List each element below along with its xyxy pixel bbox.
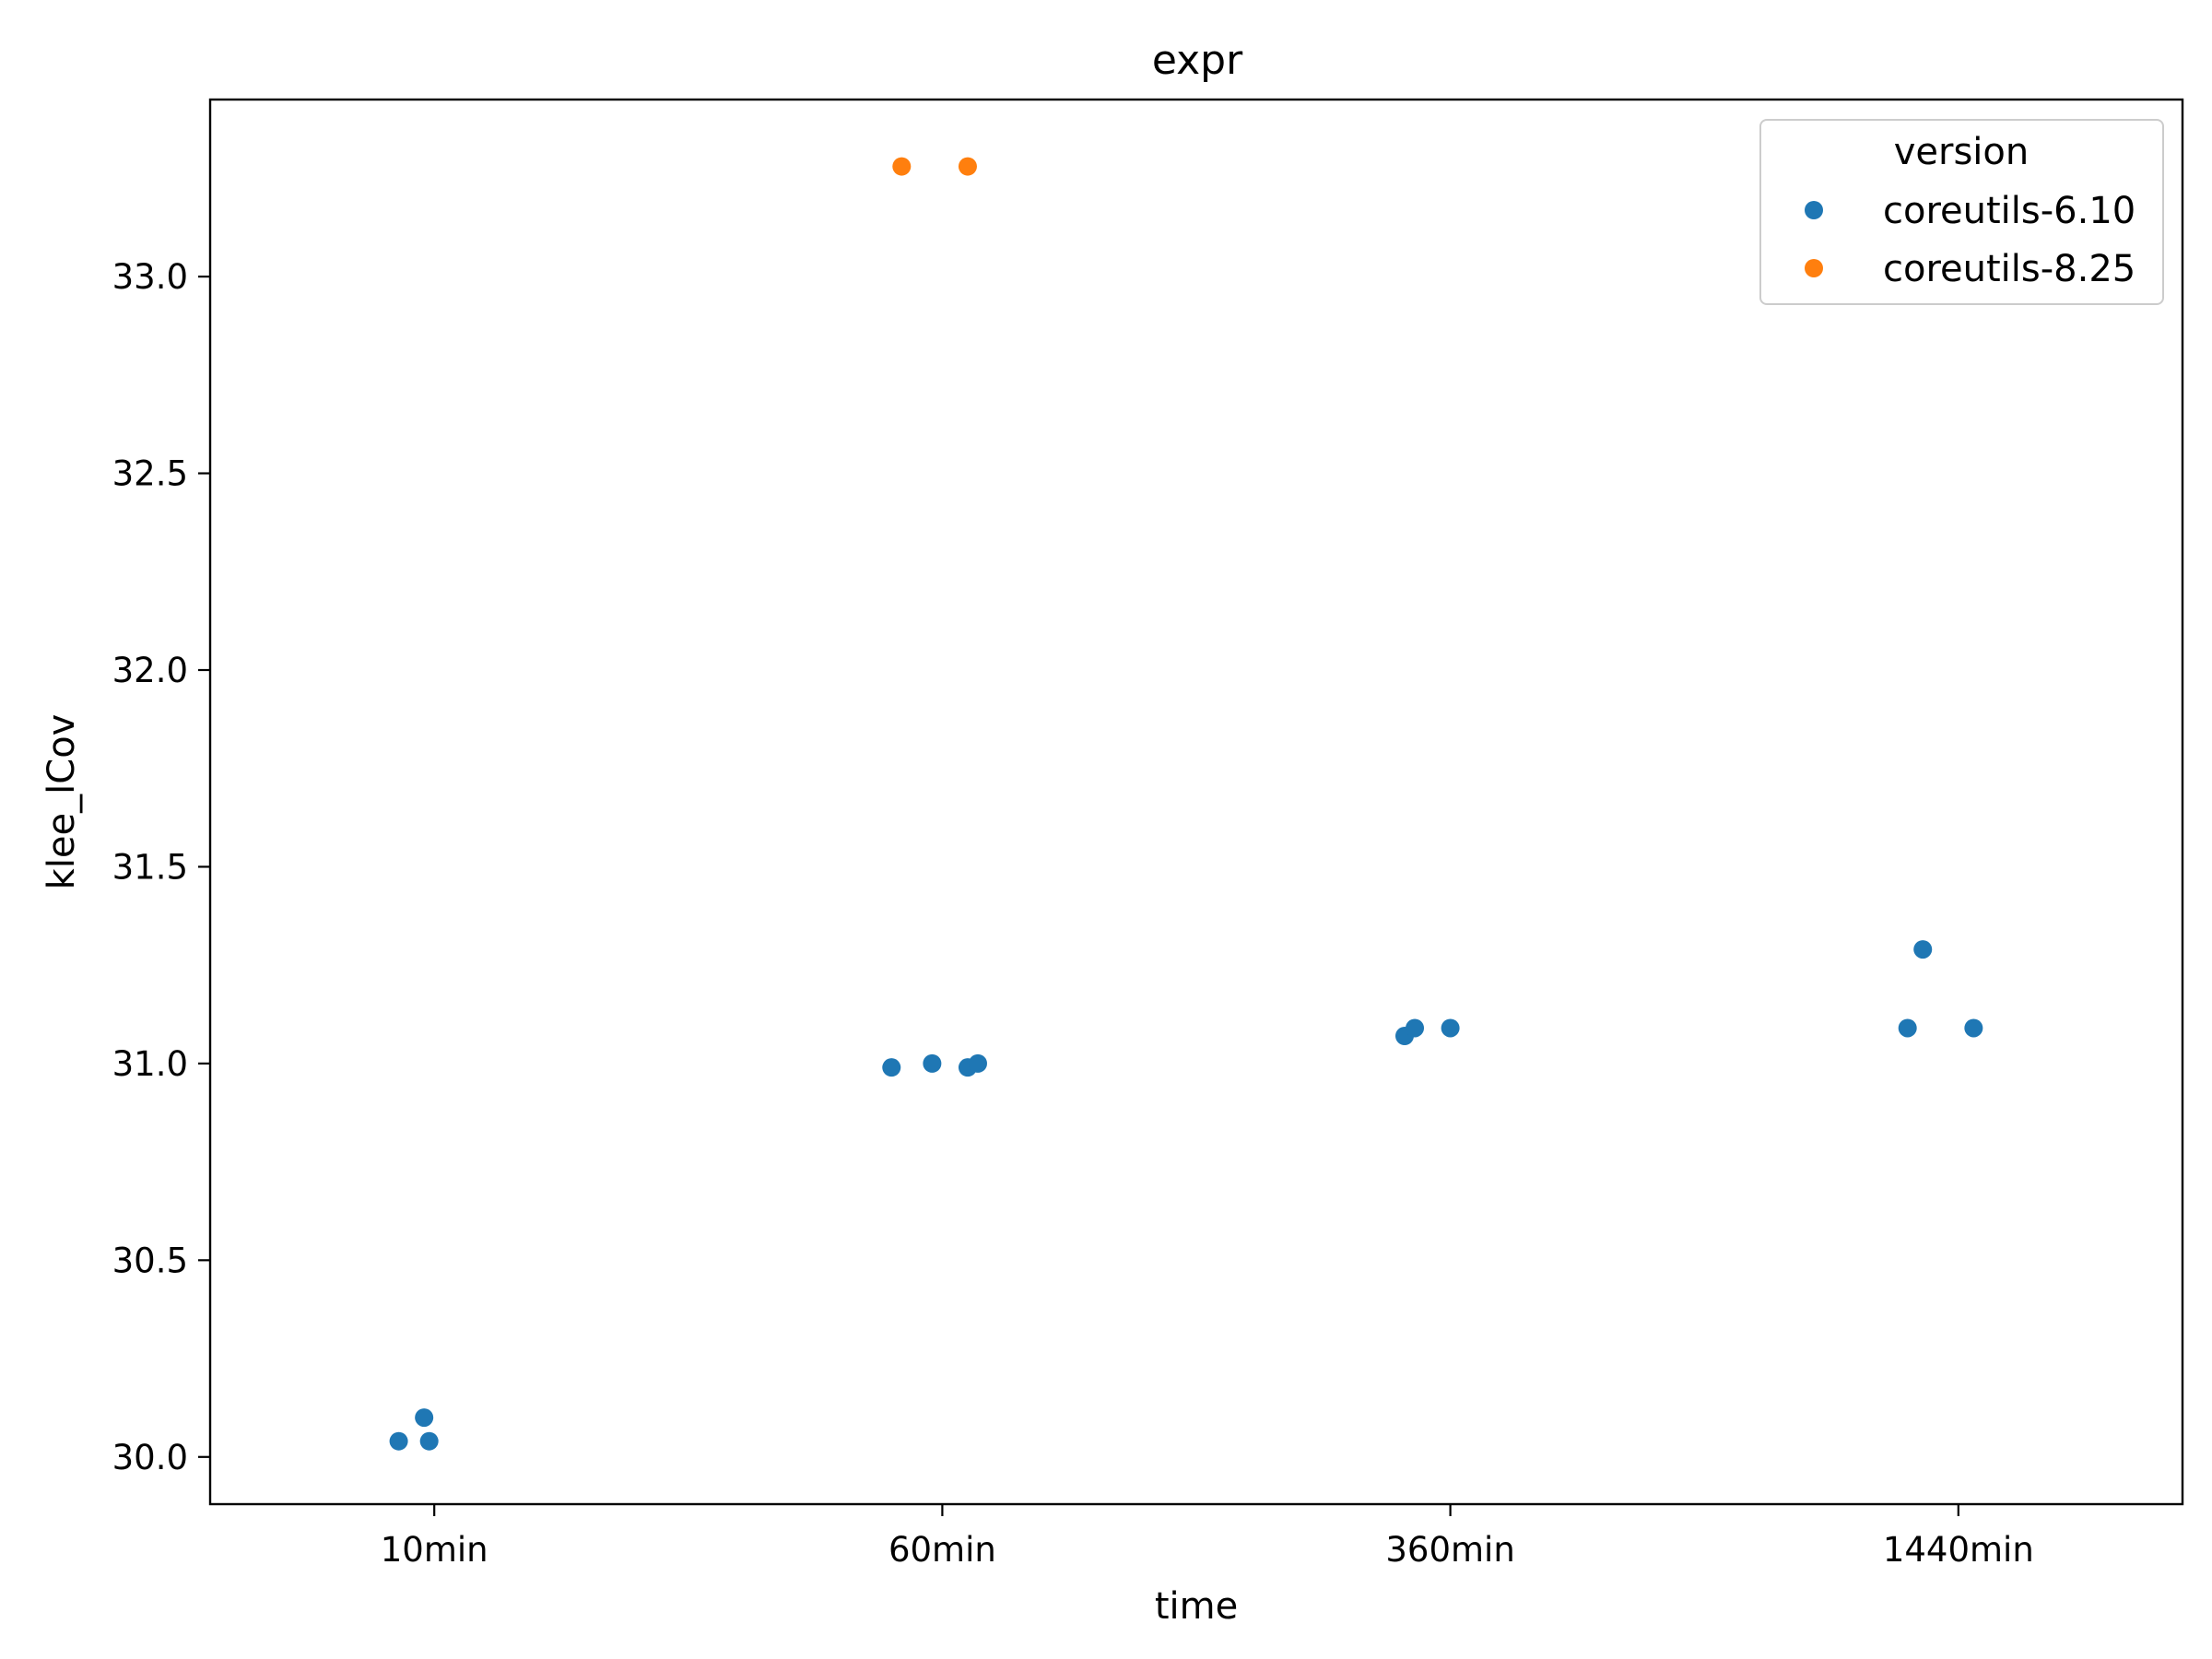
y-axis-label: klee_lCov (41, 714, 83, 890)
legend-label-coreutils-6-10: coreutils-6.10 (1883, 190, 2136, 232)
point-coreutils-6-10 (1964, 1018, 1983, 1038)
point-coreutils-6-10 (1913, 940, 1933, 959)
legend-title: version (1894, 131, 2030, 173)
legend-marker-coreutils-8-25 (1805, 259, 1823, 277)
point-coreutils-6-10 (419, 1431, 439, 1451)
point-coreutils-6-10 (389, 1431, 408, 1451)
plot-points (389, 157, 1983, 1451)
legend-marker-coreutils-6-10 (1805, 201, 1823, 219)
y-tick-label: 30.0 (112, 1438, 188, 1477)
point-coreutils-8-25 (892, 157, 912, 176)
point-coreutils-6-10 (1441, 1018, 1460, 1038)
legend: version coreutils-6.10 coreutils-8.25 (1759, 119, 2164, 305)
point-coreutils-6-10 (1406, 1018, 1425, 1038)
y-tick-label: 31.5 (112, 847, 188, 887)
y-tick-label: 32.5 (112, 454, 188, 494)
legend-box (1759, 119, 2164, 305)
y-tick-label: 31.0 (112, 1044, 188, 1084)
x-tick-label: 60min (888, 1530, 996, 1570)
plot-frame (208, 98, 2184, 1506)
y-tick-label: 33.0 (112, 257, 188, 297)
x-tick-label: 360min (1385, 1530, 1514, 1570)
x-axis: 10min 60min 360min 1440min (381, 1504, 2034, 1570)
y-tick-label: 32.0 (112, 651, 188, 690)
x-tick-label: 10min (381, 1530, 488, 1570)
legend-label-coreutils-8-25: coreutils-8.25 (1883, 248, 2136, 290)
point-coreutils-8-25 (958, 157, 977, 176)
y-tick-label: 30.5 (112, 1241, 188, 1280)
y-axis: 30.0 30.5 31.0 31.5 32.0 32.5 33.0 (112, 257, 210, 1477)
point-coreutils-6-10 (923, 1053, 942, 1073)
point-coreutils-6-10 (968, 1053, 987, 1073)
x-tick-label: 1440min (1883, 1530, 2034, 1570)
x-axis-label: time (1155, 1585, 1238, 1628)
point-coreutils-6-10 (1898, 1018, 1917, 1038)
chart-title: expr (1152, 37, 1243, 84)
point-coreutils-6-10 (882, 1058, 901, 1077)
point-coreutils-6-10 (415, 1408, 434, 1428)
